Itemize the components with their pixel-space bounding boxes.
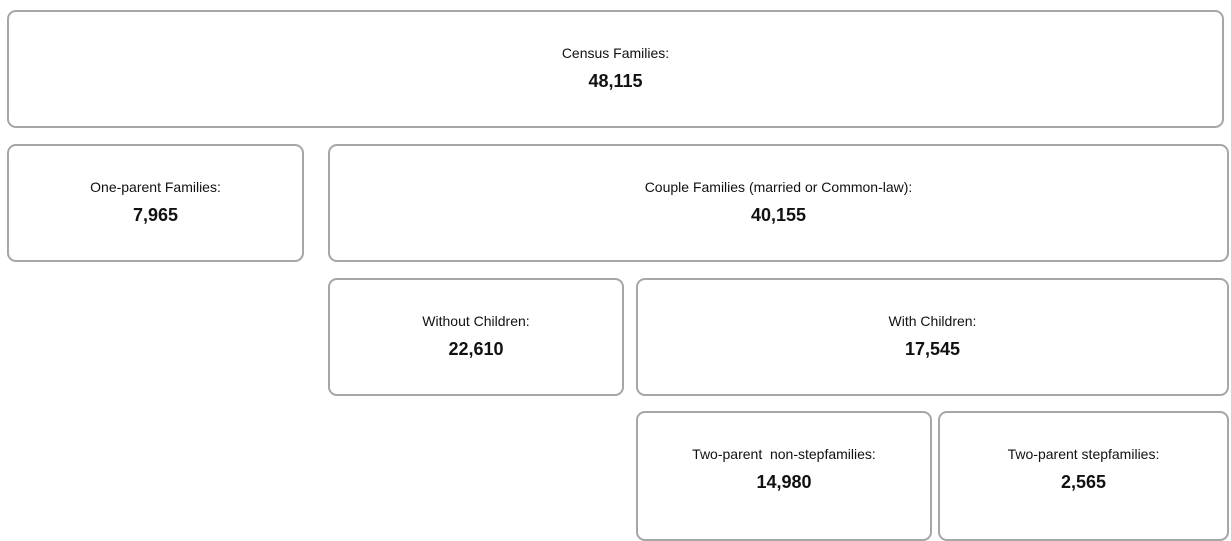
node-value: 22,610 bbox=[448, 339, 504, 359]
node-value: 14,980 bbox=[756, 472, 812, 492]
node-label: Census Families: bbox=[561, 45, 670, 61]
node-box: Without Children: 22,610 bbox=[328, 278, 624, 396]
node-label: One-parent Families: bbox=[90, 179, 221, 195]
node-box: Census Families: 48,115 bbox=[7, 10, 1224, 128]
node-label: With Children: bbox=[888, 313, 977, 329]
node-label: Without Children: bbox=[422, 313, 530, 329]
node-value: 17,545 bbox=[904, 339, 961, 359]
node-box: One-parent Families: 7,965 bbox=[7, 144, 304, 262]
node-box: With Children: 17,545 bbox=[636, 278, 1229, 396]
node-box: Couple Families (married or Common-law):… bbox=[328, 144, 1229, 262]
page: Census Families: 48,115 One-parent Familie… bbox=[7, 10, 1229, 541]
node-label: Two-parent stepfamilies: bbox=[1007, 446, 1160, 462]
node-box: Two-parent non-stepfamilies: 14,980 bbox=[636, 411, 932, 541]
node-label: Two-parent non-stepfamilies: bbox=[692, 446, 876, 462]
node-label: Couple Families (married or Common-law): bbox=[644, 179, 913, 195]
node-value: 2,565 bbox=[1060, 472, 1107, 492]
node-value: 40,155 bbox=[750, 205, 807, 225]
node-value: 7,965 bbox=[132, 205, 179, 225]
node-value: 48,115 bbox=[588, 71, 643, 91]
